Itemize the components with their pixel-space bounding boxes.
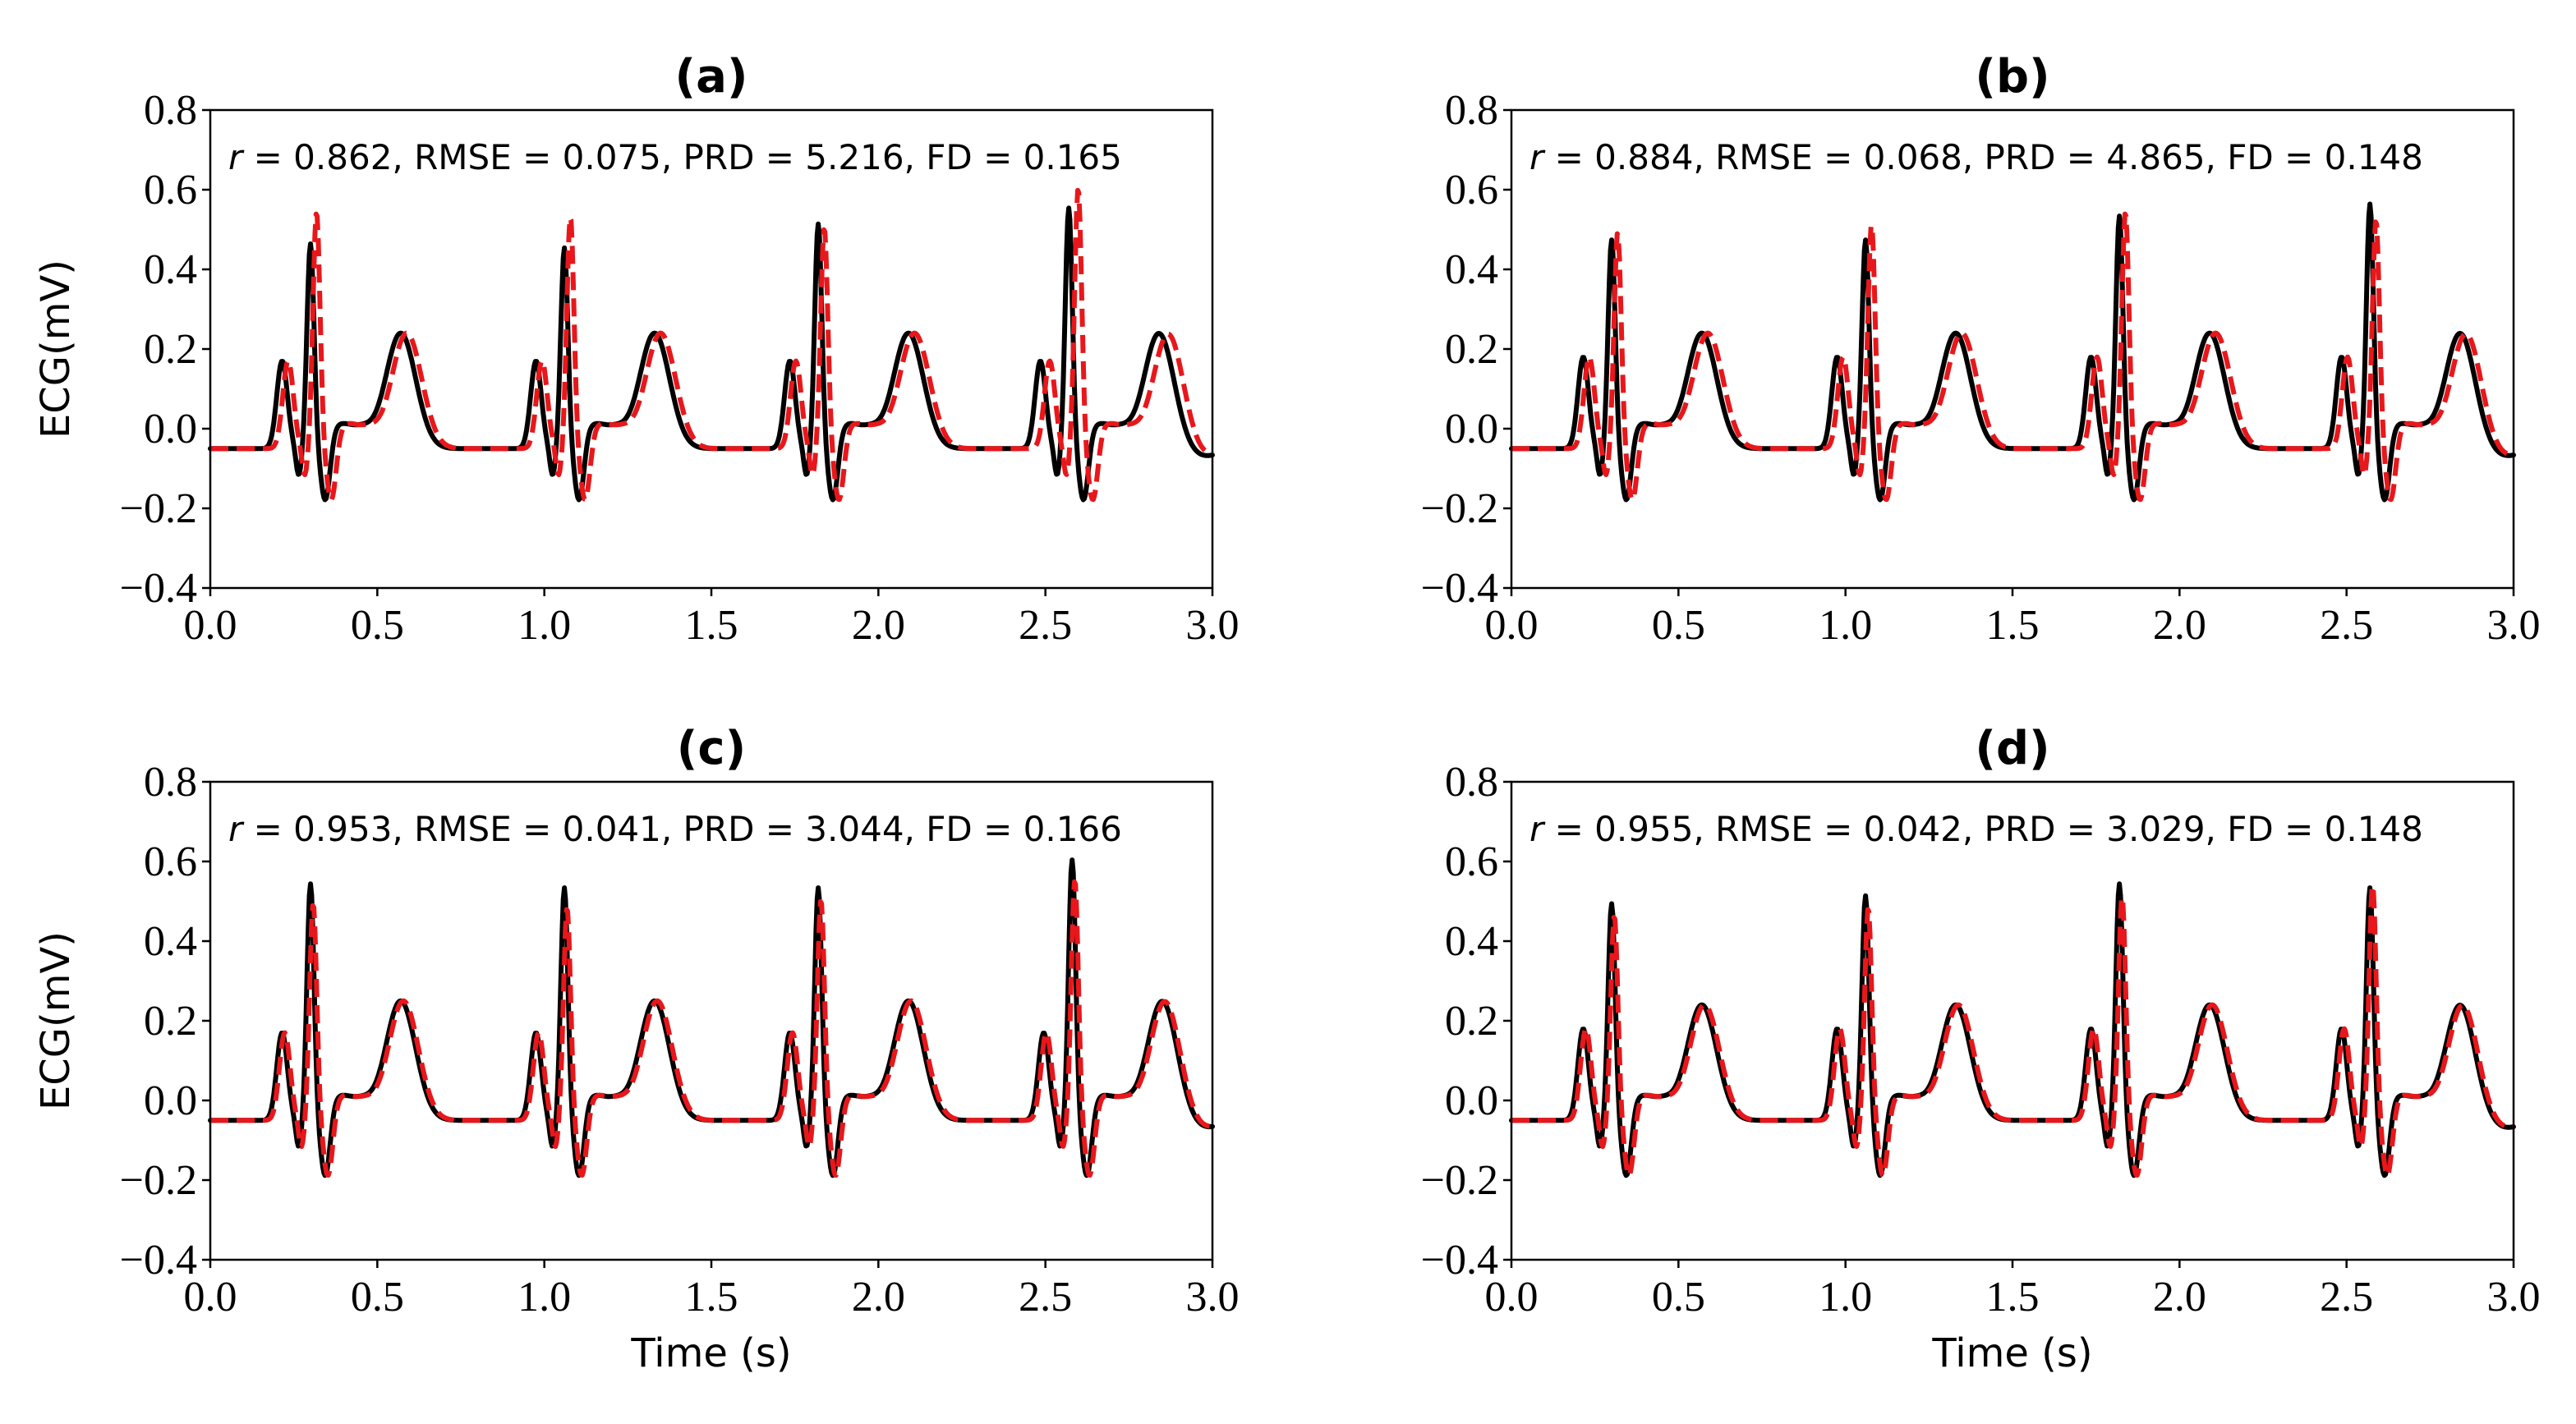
x-tick-label: 0.5 <box>1652 602 1705 649</box>
y-tick-label: 0.2 <box>144 998 197 1045</box>
subplot-title: (d) <box>1975 722 2049 775</box>
x-axis-label: Time (s) <box>1931 1330 2092 1376</box>
x-tick-label: 2.0 <box>2153 602 2206 649</box>
subplot-c: 0.0 0.5 1.0 1.5 2.0 2.5 3.0 −0.4 −0.2 0.0 0.2 0.4 0.… <box>33 722 1240 1376</box>
x-tick-label: 0.0 <box>184 1274 237 1321</box>
x-tick-label: 3.0 <box>1186 602 1240 649</box>
y-tick-label: 0.8 <box>144 759 197 806</box>
series-reconstructed-line <box>209 187 1214 503</box>
y-tick-label: 0.4 <box>144 246 197 293</box>
subplot-b: 0.0 0.5 1.0 1.5 2.0 2.5 3.0 −0.4 −0.2 0.0 0.2 0.4 0.… <box>1421 50 2541 649</box>
metrics-annotation: r = 0.953, RMSE = 0.041, PRD = 3.044, FD… <box>228 809 1122 849</box>
y-tick-label: −0.2 <box>120 1157 197 1204</box>
plot-frame <box>209 780 1214 1261</box>
series-reconstructed-line <box>209 879 1214 1178</box>
y-tick-label: 0.0 <box>1445 1077 1498 1124</box>
metrics-annotation: r = 0.862, RMSE = 0.075, PRD = 5.216, FD… <box>228 137 1122 177</box>
y-tick-label: −0.4 <box>120 1237 197 1284</box>
y-tick-label: 0.4 <box>1445 246 1498 293</box>
y-tick-label: 0.0 <box>144 406 197 452</box>
y-tick-label: 0.6 <box>144 838 197 885</box>
y-axis-label: ECG(mV) <box>33 260 79 439</box>
series-measured-line <box>1509 881 2516 1178</box>
x-tick-label: 3.0 <box>2487 1274 2541 1321</box>
subplot-title: (b) <box>1975 50 2049 103</box>
x-tick-label: 0.5 <box>351 1274 404 1321</box>
y-tick-label: −0.2 <box>1421 485 1498 532</box>
x-tick-label: 0.0 <box>1485 602 1539 649</box>
x-tick-label: 1.5 <box>1986 602 2040 649</box>
y-tick-label: 0.4 <box>144 918 197 965</box>
series-measured-line <box>1509 201 2516 503</box>
y-tick-label: −0.2 <box>120 485 197 532</box>
x-tick-label: 2.5 <box>1019 602 1072 649</box>
y-tick-label: 0.6 <box>1445 167 1498 214</box>
series-reconstructed-line <box>1510 211 2515 503</box>
y-tick-label: 0.0 <box>144 1077 197 1124</box>
y-tick-label: 0.6 <box>144 167 197 214</box>
y-tick-label: 0.4 <box>1445 918 1498 965</box>
metric-r-symbol: r <box>228 809 245 849</box>
y-tick-label: 0.2 <box>144 326 197 373</box>
y-tick-label: 0.8 <box>1445 759 1498 806</box>
metric-values: = 0.862, RMSE = 0.075, PRD = 5.216, FD =… <box>242 137 1122 177</box>
y-tick-label: −0.4 <box>1421 1237 1498 1284</box>
x-tick-label: 2.5 <box>2320 1274 2373 1321</box>
subplot-title: (c) <box>677 722 746 775</box>
series-reconstructed-line <box>1510 883 2515 1178</box>
x-tick-label: 1.0 <box>518 602 571 649</box>
x-tick-label: 0.5 <box>1652 1274 1705 1321</box>
x-tick-label: 2.0 <box>852 602 905 649</box>
x-tick-label: 0.0 <box>1485 1274 1539 1321</box>
x-tick-label: 3.0 <box>2487 602 2541 649</box>
x-tick-label: 1.0 <box>1819 1274 1872 1321</box>
x-tick-label: 1.5 <box>1986 1274 2040 1321</box>
y-tick-label: −0.4 <box>120 565 197 612</box>
x-tick-label: 2.5 <box>2320 602 2373 649</box>
x-tick-label: 1.0 <box>1819 602 1872 649</box>
y-tick-label: 0.2 <box>1445 326 1498 373</box>
subplot-a: 0.0 0.5 1.0 1.5 2.0 2.5 3.0 −0.4 −0.2 0.0 0.2 0.4 0.… <box>33 50 1240 649</box>
metric-values: = 0.953, RMSE = 0.041, PRD = 3.044, FD =… <box>242 809 1122 849</box>
x-tick-label: 3.0 <box>1186 1274 1240 1321</box>
x-tick-label: 2.5 <box>1019 1274 1072 1321</box>
metric-values: = 0.884, RMSE = 0.068, PRD = 4.865, FD =… <box>1543 137 2423 177</box>
metric-r-symbol: r <box>1530 809 1546 849</box>
y-tick-label: −0.2 <box>1421 1157 1498 1204</box>
x-tick-label: 0.0 <box>184 602 237 649</box>
y-tick-label: 0.2 <box>1445 998 1498 1045</box>
y-axis-label: ECG(mV) <box>33 931 79 1110</box>
subplot-d: 0.0 0.5 1.0 1.5 2.0 2.5 3.0 −0.4 −0.2 0.0 0.2 0.4 0.… <box>1421 722 2541 1376</box>
y-tick-label: 0.6 <box>1445 838 1498 885</box>
series-measured-line <box>208 205 1215 503</box>
metric-r-symbol: r <box>1530 137 1546 177</box>
metrics-annotation: r = 0.955, RMSE = 0.042, PRD = 3.029, FD… <box>1530 809 2423 849</box>
x-tick-label: 1.5 <box>685 602 738 649</box>
metric-values: = 0.955, RMSE = 0.042, PRD = 3.029, FD =… <box>1543 809 2423 849</box>
y-tick-label: 0.8 <box>1445 87 1498 134</box>
x-tick-label: 2.0 <box>852 1274 905 1321</box>
y-tick-label: 0.0 <box>1445 406 1498 452</box>
x-tick-label: 0.5 <box>351 602 404 649</box>
x-tick-label: 1.0 <box>518 1274 571 1321</box>
x-tick-label: 1.5 <box>685 1274 738 1321</box>
x-axis-label: Time (s) <box>630 1330 791 1376</box>
x-tick-label: 2.0 <box>2153 1274 2206 1321</box>
y-tick-label: −0.4 <box>1421 565 1498 612</box>
metric-r-symbol: r <box>228 137 245 177</box>
metrics-annotation: r = 0.884, RMSE = 0.068, PRD = 4.865, FD… <box>1530 137 2423 177</box>
subplot-title: (a) <box>675 50 748 103</box>
y-tick-label: 0.8 <box>144 87 197 134</box>
